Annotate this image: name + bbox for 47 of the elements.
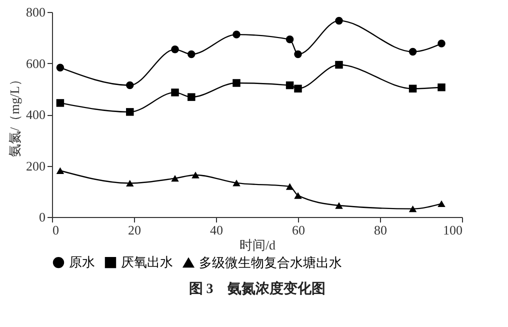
point [408, 205, 417, 212]
point [438, 200, 446, 208]
point [232, 30, 240, 38]
point [335, 60, 343, 69]
x-tick-label: 0 [52, 222, 59, 238]
point [408, 84, 417, 92]
legend-label: 多级微生物复合水塘出水 [199, 254, 342, 270]
point [56, 99, 64, 107]
point [286, 36, 294, 44]
y-tick-label: 200 [26, 158, 46, 174]
point [171, 88, 179, 96]
y-axis-title: 氨氮/（mg/L） [7, 73, 22, 157]
legend-label: 厌氧出水 [121, 254, 173, 270]
point [294, 192, 302, 199]
point [438, 83, 446, 92]
x-axis-title: 时间/d [239, 238, 276, 252]
point [192, 172, 200, 178]
point [232, 79, 240, 87]
point [335, 202, 343, 209]
point [56, 64, 64, 72]
point [188, 50, 196, 58]
point [286, 81, 294, 90]
y-tick-label: 800 [26, 4, 46, 20]
point [126, 180, 134, 187]
y-tick-label: 600 [26, 56, 46, 71]
x-tick-label: 60 [292, 222, 305, 238]
point [171, 174, 179, 182]
x-tick-label: 80 [374, 222, 387, 238]
point [56, 167, 64, 174]
point [294, 50, 302, 58]
point [438, 40, 446, 48]
point [335, 16, 343, 25]
x-tick-label: 100 [443, 222, 462, 238]
point [188, 93, 196, 101]
point [286, 183, 294, 190]
point [408, 48, 417, 56]
point [232, 180, 240, 186]
x-tick-label: 20 [128, 222, 141, 238]
point [294, 84, 302, 92]
y-tick-label: 0 [39, 210, 46, 224]
x-tick-label: 40 [210, 222, 223, 238]
point [171, 46, 179, 54]
text: 图 3 氨氮浓度变化图 [188, 280, 326, 297]
point [126, 81, 134, 90]
point [126, 108, 134, 116]
y-tick-label: 400 [26, 107, 46, 122]
legend-label: 原水 [69, 254, 95, 270]
